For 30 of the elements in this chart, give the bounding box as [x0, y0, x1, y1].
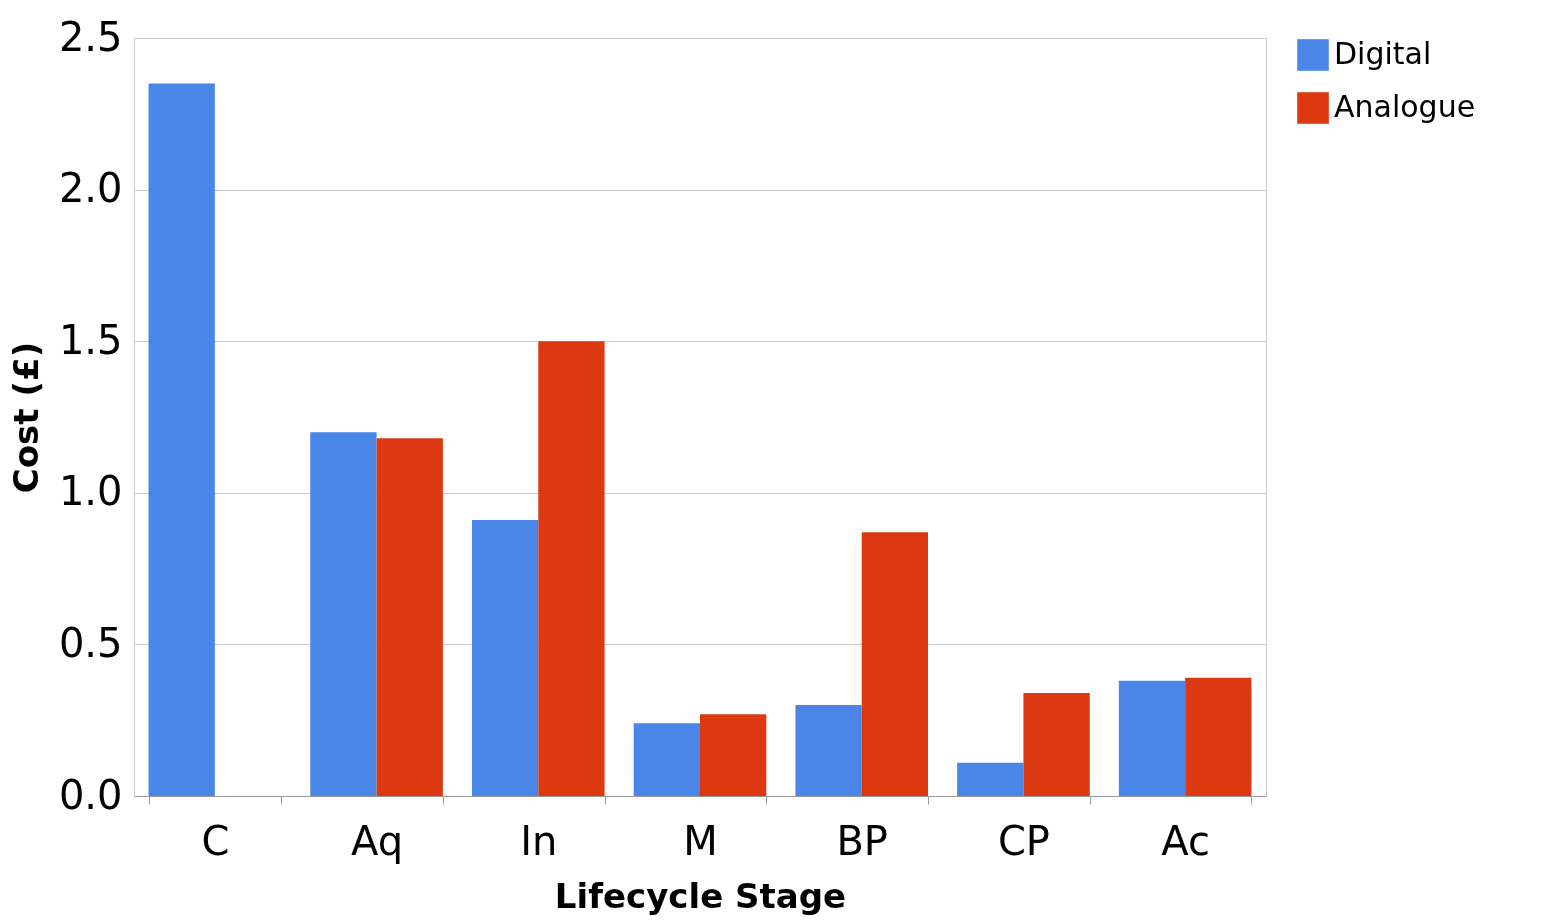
bar — [633, 723, 700, 796]
x-tick-label: Ac — [1161, 817, 1210, 864]
bar — [1118, 680, 1186, 796]
legend-label: Analogue — [1334, 89, 1476, 124]
bar — [376, 438, 443, 796]
y-tick-label: 2.5 — [58, 13, 123, 60]
y-axis-title: Cost (£) — [5, 341, 46, 494]
x-tick-label: C — [201, 817, 230, 864]
bar — [795, 705, 862, 796]
y-tick-label: 0.5 — [58, 619, 123, 666]
bar — [957, 762, 1024, 796]
bar — [538, 341, 605, 796]
x-tick-label: In — [520, 817, 558, 864]
x-tick-label: CP — [997, 817, 1050, 864]
bar — [861, 532, 929, 796]
y-tick-label: 2.0 — [58, 165, 123, 212]
y-tick-label: 0.0 — [58, 771, 123, 818]
bar — [310, 432, 377, 796]
legend-label: Digital — [1334, 36, 1432, 71]
y-tick-label: 1.0 — [58, 468, 123, 515]
x-tick-label: Aq — [351, 817, 404, 864]
bar — [700, 714, 767, 796]
x-tick-label: M — [683, 817, 718, 864]
bar — [148, 83, 215, 796]
bar — [471, 520, 539, 796]
bar — [1185, 677, 1252, 796]
x-axis-title: Lifecycle Stage — [554, 875, 847, 916]
bar — [1023, 692, 1090, 796]
x-tick-label: BP — [836, 817, 888, 864]
y-tick-label: 1.5 — [58, 316, 123, 363]
